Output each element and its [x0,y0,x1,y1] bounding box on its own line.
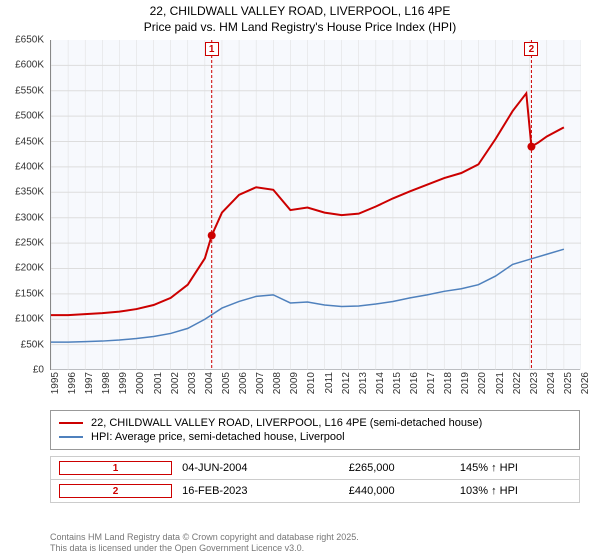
x-axis: 1995 1996 1997 1998 1999 2000 2001 2002 2003 2004… [50,372,580,412]
x-tick-label: 2002 [170,372,181,402]
chart-title: 22, CHILDWALL VALLEY ROAD, LIVERPOOL, L1… [0,0,600,35]
x-tick-label: 2014 [375,372,386,402]
sale-date: 04-JUN-2004 [182,462,349,474]
sales-table: 1 04-JUN-2004£265,000145% ↑ HPI 2 16-FEB-20… [50,456,580,503]
legend: 22, CHILDWALL VALLEY ROAD, LIVERPOOL, L1… [50,410,580,450]
x-tick-label: 2013 [358,372,369,402]
x-tick-label: 2008 [272,372,283,402]
x-tick-label: 2017 [426,372,437,402]
x-tick-label: 2005 [221,372,232,402]
x-tick-label: 1996 [67,372,78,402]
legend-swatch [59,436,83,438]
x-tick-label: 2012 [341,372,352,402]
footnote-line1: Contains HM Land Registry data © Crown c… [50,532,359,543]
sale-hpi: 145% ↑ HPI [460,462,571,474]
x-tick-label: 1995 [50,372,61,402]
x-tick-label: 2026 [580,372,591,402]
x-tick-label: 2024 [546,372,557,402]
sale-number-box: 2 [59,484,172,498]
x-tick-label: 1999 [118,372,129,402]
title-line1: 22, CHILDWALL VALLEY ROAD, LIVERPOOL, L1… [0,4,600,20]
x-tick-label: 2009 [289,372,300,402]
y-tick-label: £0 [33,365,44,376]
y-tick-label: £650K [15,35,44,46]
x-tick-label: 2011 [324,372,335,402]
y-tick-label: £50K [21,339,44,350]
x-tick-label: 2020 [477,372,488,402]
footnote-line2: This data is licensed under the Open Gov… [50,543,359,554]
sale-row: 1 04-JUN-2004£265,000145% ↑ HPI [50,456,580,480]
sale-marker: 2 [524,42,538,56]
footnote: Contains HM Land Registry data © Crown c… [50,532,359,554]
x-tick-label: 2000 [135,372,146,402]
y-tick-label: £400K [15,161,44,172]
chart-plot: 12 [50,40,580,370]
y-tick-label: £600K [15,60,44,71]
x-tick-label: 2007 [255,372,266,402]
y-axis: £0£50K£100K£150K£200K£250K£300K£350K£400… [0,40,48,370]
legend-row: 22, CHILDWALL VALLEY ROAD, LIVERPOOL, L1… [59,417,571,429]
y-tick-label: £500K [15,111,44,122]
legend-swatch [59,422,83,424]
y-tick-label: £350K [15,187,44,198]
y-tick-label: £150K [15,288,44,299]
x-tick-label: 2001 [153,372,164,402]
y-tick-label: £100K [15,314,44,325]
x-tick-label: 1998 [101,372,112,402]
sale-price: £265,000 [349,462,460,474]
x-tick-label: 2019 [460,372,471,402]
sale-marker: 1 [205,42,219,56]
y-tick-label: £300K [15,212,44,223]
y-tick-label: £200K [15,263,44,274]
y-tick-label: £450K [15,136,44,147]
x-tick-label: 1997 [84,372,95,402]
y-tick-label: £550K [15,85,44,96]
x-tick-label: 2016 [409,372,420,402]
x-tick-label: 2003 [187,372,198,402]
x-tick-label: 2022 [512,372,523,402]
legend-row: HPI: Average price, semi-detached house,… [59,431,571,443]
y-tick-label: £250K [15,238,44,249]
sale-number-box: 1 [59,461,172,475]
x-tick-label: 2004 [204,372,215,402]
sale-row: 2 16-FEB-2023£440,000103% ↑ HPI [50,480,580,503]
x-tick-label: 2006 [238,372,249,402]
x-tick-label: 2021 [495,372,506,402]
x-tick-label: 2010 [306,372,317,402]
sale-price: £440,000 [349,485,460,497]
sale-hpi: 103% ↑ HPI [460,485,571,497]
x-tick-label: 2023 [529,372,540,402]
x-tick-label: 2018 [443,372,454,402]
x-tick-label: 2025 [563,372,574,402]
legend-label: HPI: Average price, semi-detached house,… [91,431,345,443]
x-tick-label: 2015 [392,372,403,402]
title-line2: Price paid vs. HM Land Registry's House … [0,20,600,36]
sale-date: 16-FEB-2023 [182,485,349,497]
legend-label: 22, CHILDWALL VALLEY ROAD, LIVERPOOL, L1… [91,417,482,429]
